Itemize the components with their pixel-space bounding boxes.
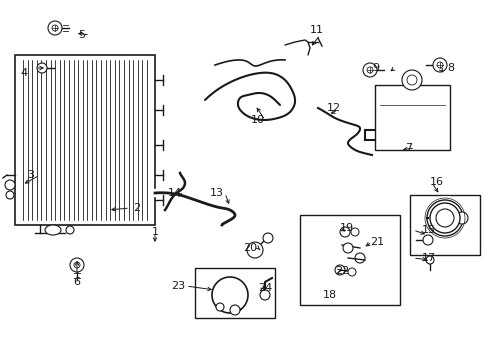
Circle shape [37, 63, 47, 73]
Circle shape [422, 235, 432, 245]
Circle shape [354, 253, 364, 263]
Circle shape [350, 228, 358, 236]
Circle shape [334, 265, 345, 275]
Circle shape [6, 191, 14, 199]
Circle shape [246, 242, 263, 258]
Text: 23: 23 [170, 281, 184, 291]
Text: 21: 21 [369, 237, 384, 247]
Text: 7: 7 [404, 143, 411, 153]
Text: 15: 15 [421, 225, 435, 235]
Circle shape [74, 262, 80, 268]
Bar [15, 55, 155, 225]
Text: 16: 16 [429, 177, 443, 187]
Text: 22: 22 [334, 266, 348, 276]
Circle shape [406, 75, 416, 85]
Circle shape [216, 303, 224, 311]
Circle shape [429, 203, 459, 233]
Text: 5: 5 [78, 30, 85, 40]
Circle shape [52, 25, 58, 31]
Ellipse shape [66, 226, 74, 234]
Text: 12: 12 [326, 103, 341, 113]
Circle shape [5, 180, 15, 190]
Circle shape [70, 258, 84, 272]
Bar [195, 268, 274, 318]
Text: 20: 20 [243, 243, 257, 253]
Text: 9: 9 [371, 63, 378, 73]
Circle shape [436, 62, 442, 68]
Circle shape [347, 268, 355, 276]
Circle shape [229, 305, 240, 315]
Text: 11: 11 [309, 25, 324, 35]
Text: 24: 24 [258, 283, 272, 293]
Circle shape [435, 209, 453, 227]
Circle shape [434, 208, 454, 228]
Circle shape [401, 70, 421, 90]
Circle shape [260, 290, 269, 300]
Text: 4: 4 [20, 68, 27, 78]
Ellipse shape [45, 225, 61, 235]
Circle shape [342, 243, 352, 253]
Circle shape [339, 227, 349, 237]
Text: 18: 18 [322, 290, 336, 300]
Text: 8: 8 [446, 63, 453, 73]
Circle shape [263, 233, 272, 243]
Text: 17: 17 [421, 253, 435, 263]
Text: 14: 14 [168, 188, 182, 198]
Bar [409, 195, 479, 255]
Text: 19: 19 [339, 223, 353, 233]
Text: 2: 2 [133, 203, 140, 213]
Circle shape [48, 21, 62, 35]
Text: 1: 1 [151, 227, 158, 237]
Bar [299, 215, 399, 305]
Circle shape [425, 256, 433, 264]
Circle shape [362, 63, 376, 77]
Circle shape [432, 58, 446, 72]
Text: 6: 6 [73, 277, 81, 287]
Bar [374, 85, 449, 150]
Polygon shape [422, 196, 466, 240]
Text: 3: 3 [27, 170, 34, 180]
Text: 10: 10 [250, 115, 264, 125]
Circle shape [366, 67, 372, 73]
Circle shape [426, 200, 462, 236]
Text: 13: 13 [209, 188, 224, 198]
Circle shape [455, 212, 467, 224]
